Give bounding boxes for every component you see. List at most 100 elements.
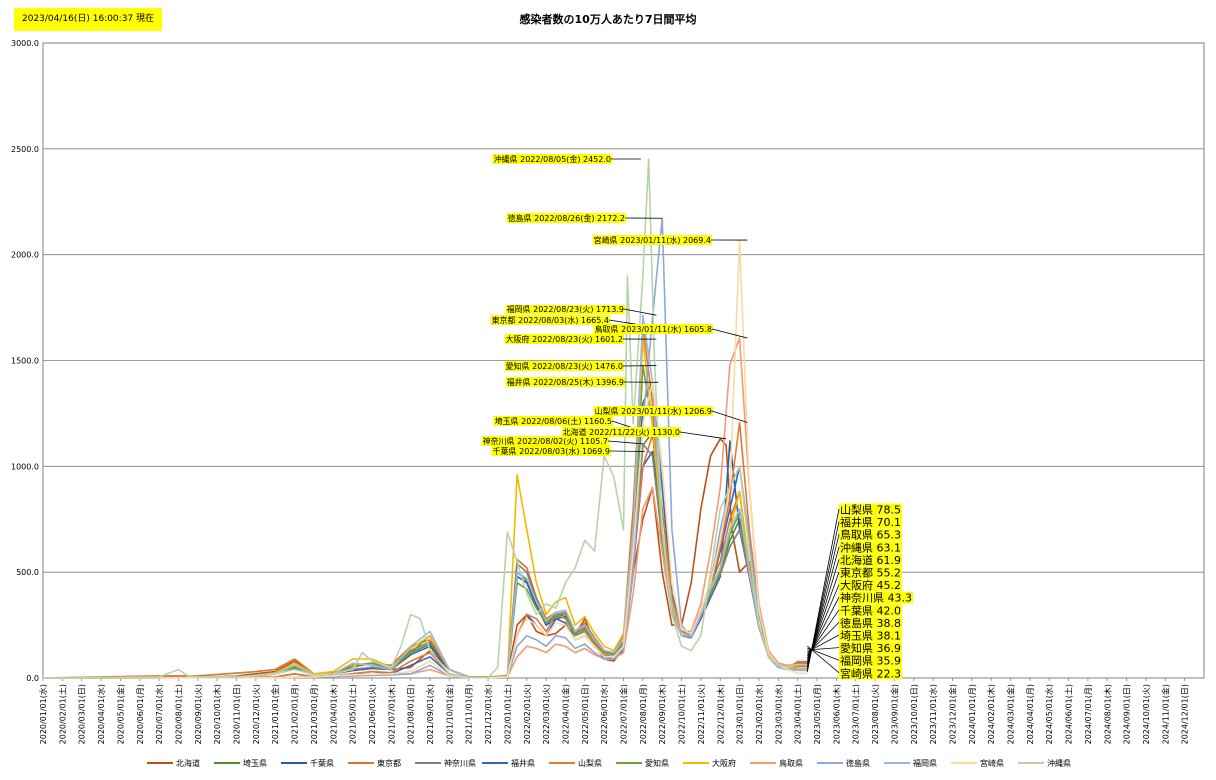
x-tick-label: 2021/05/01(土) xyxy=(348,684,358,744)
series-line xyxy=(42,239,808,679)
x-tick-label: 2023/07/01(土) xyxy=(851,684,861,744)
peak-annotation-text: 山梨県 2023/01/11(水) 1206.9 xyxy=(595,406,712,416)
x-tick-label: 2021/04/01(木) xyxy=(328,684,338,744)
legend-label: 埼玉県 xyxy=(243,758,267,768)
latest-value-bg xyxy=(839,516,902,529)
latest-value-text: 鳥取県 65.3 xyxy=(840,528,901,542)
x-tick-label: 2024/07/01(月) xyxy=(1084,684,1093,744)
peak-annotation-bg xyxy=(492,154,612,164)
series-line xyxy=(42,421,808,679)
peak-annotation-bg xyxy=(593,324,713,334)
leader-line xyxy=(711,410,748,423)
peak-annotation-text: 福井県 2022/08/25(木) 1396.9 xyxy=(507,377,624,387)
legend-label: 山梨県 xyxy=(578,758,602,768)
x-tick-label: 2023/08/01(火) xyxy=(871,684,880,744)
x-tick-label: 2020/07/01(水) xyxy=(154,684,164,744)
x-tick-label: 2023/01/01(日) xyxy=(736,684,745,744)
peak-annotation: 東京都 2022/08/03(水) 1665.4 xyxy=(490,315,645,326)
leader-line xyxy=(609,450,645,452)
latest-value-bg xyxy=(839,503,902,516)
legend-item: 山梨県 xyxy=(549,758,602,768)
peak-annotation: 大阪府 2022/08/23(火) 1601.2 xyxy=(504,334,657,344)
legend-item: 沖縄県 xyxy=(1018,758,1071,768)
legend-label: 北海道 xyxy=(176,758,200,768)
x-tick-label: 2023/10/01(日) xyxy=(910,684,919,744)
x-tick-label: 2021/11/01(月) xyxy=(465,684,474,744)
latest-value-text: 東京都 55.2 xyxy=(840,566,901,580)
series-line xyxy=(42,440,808,679)
latest-value-text: 宮崎県 22.3 xyxy=(840,666,901,680)
timestamp-badge: 2023/04/16(日) 16:00:37 現在 xyxy=(14,8,162,31)
y-tick-label: 2500.0 xyxy=(11,145,39,154)
legend-label: 鳥取県 xyxy=(779,758,803,768)
peak-annotation-text: 神奈川県 2022/08/02(火) 1105.7 xyxy=(483,436,608,446)
peak-annotation-text: 鳥取県 2023/01/11(水) 1605.8 xyxy=(595,324,712,334)
x-tick-label: 2022/09/01(木) xyxy=(657,684,667,744)
peak-annotation-bg xyxy=(592,235,712,245)
x-tick-label: 2024/06/01(土) xyxy=(1064,684,1074,744)
peak-annotation-text: 宮崎県 2023/01/11(水) 2069.4 xyxy=(594,235,711,245)
x-tick-label: 2022/03/01(火) xyxy=(542,684,551,744)
x-tick-label: 2022/01/01(土) xyxy=(502,684,512,744)
x-tick-label: 2022/02/01(火) xyxy=(523,684,532,744)
x-tick-label: 2023/12/01(金) xyxy=(947,684,957,744)
latest-value-label: 北海道 61.9 xyxy=(806,553,902,665)
peak-annotation-bg xyxy=(490,315,610,325)
latest-value-text: 神奈川県 43.3 xyxy=(840,591,912,605)
legend-item: 東京都 xyxy=(348,758,401,768)
peak-annotation-bg xyxy=(504,361,624,371)
x-tick-label: 2023/02/01(水) xyxy=(754,684,764,744)
latest-value-text: 沖縄県 63.1 xyxy=(840,540,901,554)
leader-line xyxy=(711,328,748,339)
y-tick-label: 500.0 xyxy=(16,568,39,577)
legend-label: 福井県 xyxy=(511,758,535,768)
latest-value-bg xyxy=(839,654,902,667)
legend-label: 愛知県 xyxy=(645,758,669,768)
x-tick-label: 2024/01/01(月) xyxy=(968,684,977,744)
peak-annotation-text: 福岡県 2022/08/23(火) 1713.9 xyxy=(507,305,624,314)
x-tick-label: 2020/01/01(水) xyxy=(38,684,48,744)
x-tick-label: 2023/05/01(月) xyxy=(813,684,822,744)
legend-item: 福岡県 xyxy=(884,759,937,768)
x-tick-label: 2020/09/01(火) xyxy=(194,684,203,744)
legend: 北海道 埼玉県 千葉県 東京都 神奈川県 福井県 山梨県 愛知県 大阪府 鳥取県 徳島県 福岡県 宮崎県… xyxy=(147,758,1071,768)
latest-value-label: 宮崎県 22.3 xyxy=(807,645,902,680)
x-tick-label: 2021/02/01(月) xyxy=(291,684,300,744)
legend-item: 神奈川県 xyxy=(415,758,476,768)
x-tick-label: 2023/04/01(土) xyxy=(793,684,803,744)
latest-value-text: 千葉県 42.0 xyxy=(840,603,901,617)
x-tick-label: 2021/07/01(木) xyxy=(386,684,396,744)
peak-annotation-bg xyxy=(505,377,625,387)
peak-annotation: 鳥取県 2023/01/11(水) 1605.8 xyxy=(593,324,748,339)
latest-value-text: 北海道 61.9 xyxy=(840,553,901,567)
x-tick-label: 2020/02/01(土) xyxy=(57,684,67,744)
legend-label: 徳島県 xyxy=(846,758,870,768)
x-tick-label: 2022/04/01(金) xyxy=(560,684,570,744)
peak-annotation: 山梨県 2023/01/11(水) 1206.9 xyxy=(593,406,748,423)
x-tick-label: 2022/05/01(日) xyxy=(581,684,590,744)
peak-annotation: 愛知県 2022/08/23(火) 1476.0 xyxy=(504,361,657,371)
y-tick-label: 0.0 xyxy=(26,674,39,683)
legend-item: 北海道 xyxy=(147,758,200,768)
peak-annotations: 沖縄県 2022/08/05(金) 2452.0 徳島県 2022/08/26(金… xyxy=(481,154,748,456)
latest-value-text: 愛知県 36.9 xyxy=(840,641,901,655)
peak-annotation-bg xyxy=(593,406,713,416)
legend-item: 鳥取県 xyxy=(750,758,803,768)
legend-label: 千葉県 xyxy=(310,758,334,768)
x-tick-label: 2020/05/01(金) xyxy=(115,684,125,744)
latest-value-label: 鳥取県 65.3 xyxy=(806,528,902,669)
series-line xyxy=(42,314,808,679)
latest-value-text: 徳島県 38.8 xyxy=(840,616,901,630)
legend-label: 大阪府 xyxy=(712,758,736,768)
latest-value-bg xyxy=(839,629,902,642)
peak-annotation-bg xyxy=(481,436,609,446)
peak-annotation-bg xyxy=(506,213,626,223)
x-tick-label: 2021/06/01(火) xyxy=(368,684,377,744)
latest-value-label: 愛知県 36.9 xyxy=(807,641,902,655)
latest-leader-line xyxy=(807,634,840,653)
latest-value-label: 埼玉県 38.1 xyxy=(807,629,902,653)
y-tick-label: 1000.0 xyxy=(11,462,39,471)
latest-value-bg xyxy=(839,591,913,604)
peak-annotation-bg xyxy=(561,427,681,437)
latest-value-bg xyxy=(839,642,902,655)
